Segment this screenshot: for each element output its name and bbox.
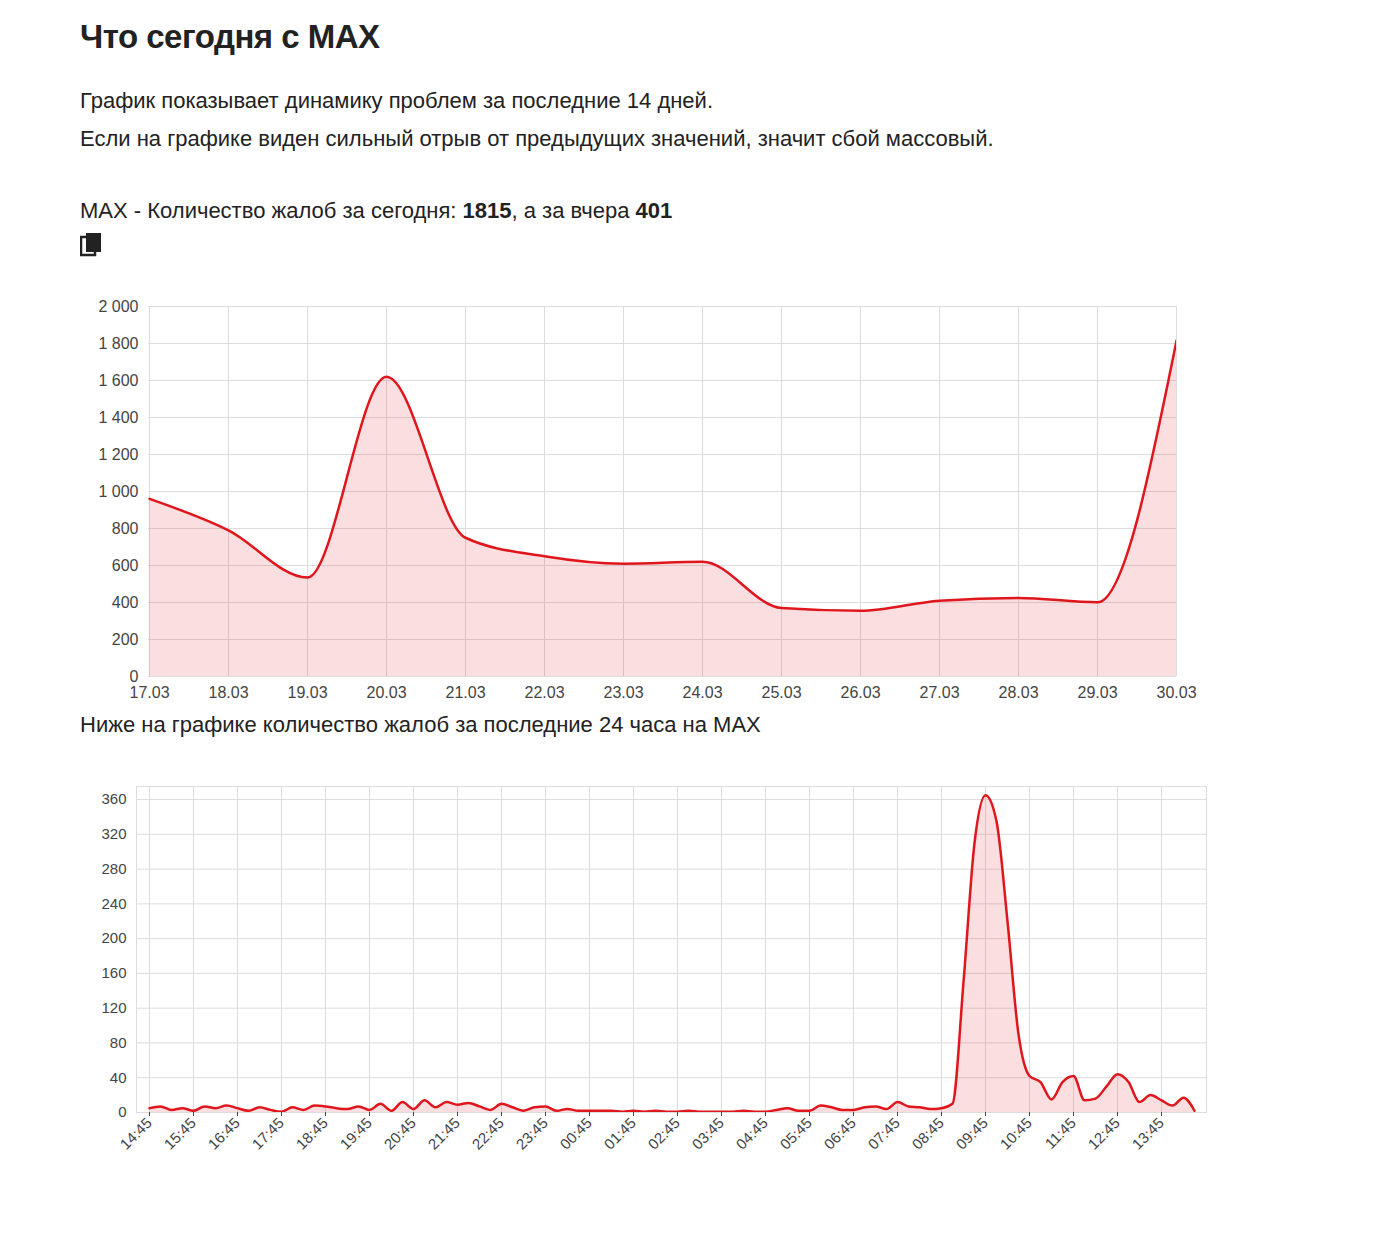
svg-text:00:45: 00:45 [556,1114,595,1153]
svg-text:0: 0 [118,1103,126,1120]
svg-text:1 000: 1 000 [98,483,138,500]
svg-text:15:45: 15:45 [160,1114,199,1153]
svg-text:23.03: 23.03 [603,684,643,701]
svg-text:11:45: 11:45 [1041,1114,1079,1152]
svg-text:600: 600 [112,557,139,574]
svg-text:14:45: 14:45 [116,1114,155,1153]
svg-text:320: 320 [101,825,126,842]
html-text:График показывает динамику про: График показывает динамику проблем за по… [80,88,713,113]
svg-text:07:45: 07:45 [864,1114,903,1153]
svg-text:21:45: 21:45 [424,1114,463,1153]
svg-text:22.03: 22.03 [524,684,564,701]
svg-text:19:45: 19:45 [336,1114,375,1153]
svg-text:20.03: 20.03 [366,684,406,701]
html-text:Если на графике виден сильный: Если на графике виден сильный отрыв от п… [80,126,994,151]
svg-text:12:45: 12:45 [1084,1114,1123,1153]
html-text:MAX - Количество жалоб за сего: MAX - Количество жалоб за сегодня: 1815,… [80,198,673,223]
svg-text:03:45: 03:45 [688,1114,727,1153]
svg-text:2 000: 2 000 [98,298,138,315]
svg-text:18:45: 18:45 [292,1114,331,1153]
html-text:Ниже на графике количество жал: Ниже на графике количество жалоб за посл… [80,712,761,737]
svg-text:02:45: 02:45 [644,1114,683,1153]
svg-text:27.03: 27.03 [919,684,959,701]
svg-text:19.03: 19.03 [287,684,327,701]
svg-text:30.03: 30.03 [1156,684,1196,701]
svg-text:08:45: 08:45 [908,1114,947,1153]
svg-text:25.03: 25.03 [761,684,801,701]
svg-text:22:45: 22:45 [468,1114,507,1153]
svg-text:280: 280 [101,860,126,877]
svg-text:400: 400 [112,594,139,611]
svg-text:0: 0 [130,668,139,685]
svg-text:29.03: 29.03 [1077,684,1117,701]
svg-text:16:45: 16:45 [204,1114,243,1153]
svg-text:06:45: 06:45 [820,1114,859,1153]
html-text:Что сегодня с MAX: Что сегодня с MAX [80,18,380,55]
svg-text:23:45: 23:45 [512,1114,551,1153]
svg-text:240: 240 [101,895,126,912]
svg-text:24.03: 24.03 [682,684,722,701]
svg-text:200: 200 [101,929,126,946]
svg-text:18.03: 18.03 [208,684,248,701]
svg-text:1 600: 1 600 [98,372,138,389]
svg-text:1 400: 1 400 [98,409,138,426]
svg-text:360: 360 [101,790,126,807]
svg-text:09:45: 09:45 [952,1114,991,1153]
svg-text:01:45: 01:45 [600,1114,639,1153]
svg-text:21.03: 21.03 [445,684,485,701]
svg-text:20:45: 20:45 [380,1114,419,1153]
svg-text:160: 160 [101,964,126,981]
svg-text:800: 800 [112,520,139,537]
svg-text:17.03: 17.03 [129,684,169,701]
svg-text:28.03: 28.03 [998,684,1038,701]
svg-text:10:45: 10:45 [996,1114,1035,1153]
svg-text:04:45: 04:45 [732,1114,771,1153]
svg-text:26.03: 26.03 [840,684,880,701]
svg-text:1 200: 1 200 [98,446,138,463]
svg-text:120: 120 [101,999,126,1016]
svg-text:1 800: 1 800 [98,335,138,352]
svg-text:200: 200 [112,631,139,648]
svg-text:80: 80 [110,1034,127,1051]
svg-text:17:45: 17:45 [248,1114,287,1153]
svg-text:13:45: 13:45 [1128,1114,1167,1153]
svg-text:40: 40 [110,1069,127,1086]
svg-text:05:45: 05:45 [776,1114,815,1153]
